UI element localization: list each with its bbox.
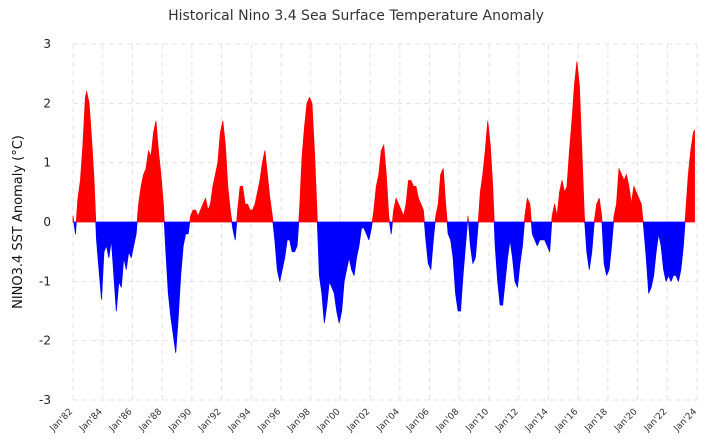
positive-anomaly-area [524,198,531,222]
negative-anomaly-area [164,222,189,353]
y-tick-label: 3 [43,37,51,51]
x-tick-label: Jan'04 [375,407,403,435]
y-tick-label: 2 [43,96,51,110]
negative-anomaly-area [494,222,524,305]
negative-anomaly-area [447,222,467,311]
y-axis-label: NINO3.4 SST Anomaly (°C) [11,135,26,309]
y-tick-label: -1 [39,274,51,288]
anomaly-area [73,62,695,353]
negative-anomaly-area [602,222,614,275]
x-tick-label: Jan'20 [612,407,640,435]
x-tick-label: Jan'00 [315,407,343,435]
x-tick-label: Jan'06 [404,407,432,435]
x-tick-label: Jan'88 [137,407,165,435]
x-tick-label: Jan'98 [285,407,313,435]
negative-anomaly-area [424,222,435,269]
negative-anomaly-area [585,222,594,269]
positive-anomaly-area [73,216,74,222]
negative-anomaly-area [74,222,76,234]
y-tick-labels: -3 -2 -1 0 1 2 3 [39,37,51,407]
x-tick-labels: Jan'82 Jan'84 Jan'86 Jan'88 Jan'90 Jan'92 Jan'… [48,407,700,435]
x-tick-label: Jan'02 [345,407,372,434]
y-tick-label: -3 [39,393,51,407]
positive-anomaly-area [685,130,694,222]
positive-anomaly-area [614,169,644,222]
x-tick-label: Jan'16 [553,407,581,435]
negative-anomaly-area [390,222,393,234]
negative-anomaly-area [468,222,478,264]
positive-anomaly-area [76,91,95,222]
positive-anomaly-area [237,151,273,222]
x-tick-label: Jan'90 [167,407,195,435]
x-tick-label: Jan'84 [77,407,105,435]
x-tick-label: Jan'82 [48,407,75,434]
x-tick-label: Jan'22 [642,407,669,434]
x-tick-label: Jan'10 [464,407,492,435]
positive-anomaly-area [594,198,602,222]
positive-anomaly-area [190,121,232,222]
positive-anomaly-area [137,121,164,222]
negative-anomaly-area [232,222,237,240]
chart-container: Historical Nino 3.4 Sea Surface Temperat… [0,0,707,444]
x-tick-label: Jan'92 [196,407,223,434]
y-tick-label: -2 [39,334,51,348]
positive-anomaly-area [467,216,468,222]
x-tick-label: Jan'96 [256,407,284,435]
positive-anomaly-area [372,145,389,222]
positive-anomaly-area [552,62,585,222]
y-tick-label: 1 [43,156,51,170]
x-tick-label: Jan'08 [434,407,462,435]
x-tick-label: Jan'94 [226,407,254,435]
x-tick-label: Jan'24 [672,407,700,435]
negative-anomaly-area [531,222,551,252]
y-tick-label: 0 [43,215,51,229]
chart-title: Historical Nino 3.4 Sea Surface Temperat… [168,8,544,24]
positive-anomaly-area [435,169,447,222]
negative-anomaly-area [317,222,372,323]
positive-anomaly-area [299,97,318,222]
negative-anomaly-area [273,222,299,281]
positive-anomaly-area [478,121,494,222]
x-tick-label: Jan'12 [493,407,520,434]
x-tick-label: Jan'14 [523,407,551,435]
negative-anomaly-area [96,222,137,311]
x-tick-label: Jan'86 [107,407,135,435]
x-tick-label: Jan'18 [583,407,611,435]
nino34-chart: Historical Nino 3.4 Sea Surface Temperat… [0,0,707,444]
negative-anomaly-area [643,222,685,293]
positive-anomaly-area [392,180,424,222]
